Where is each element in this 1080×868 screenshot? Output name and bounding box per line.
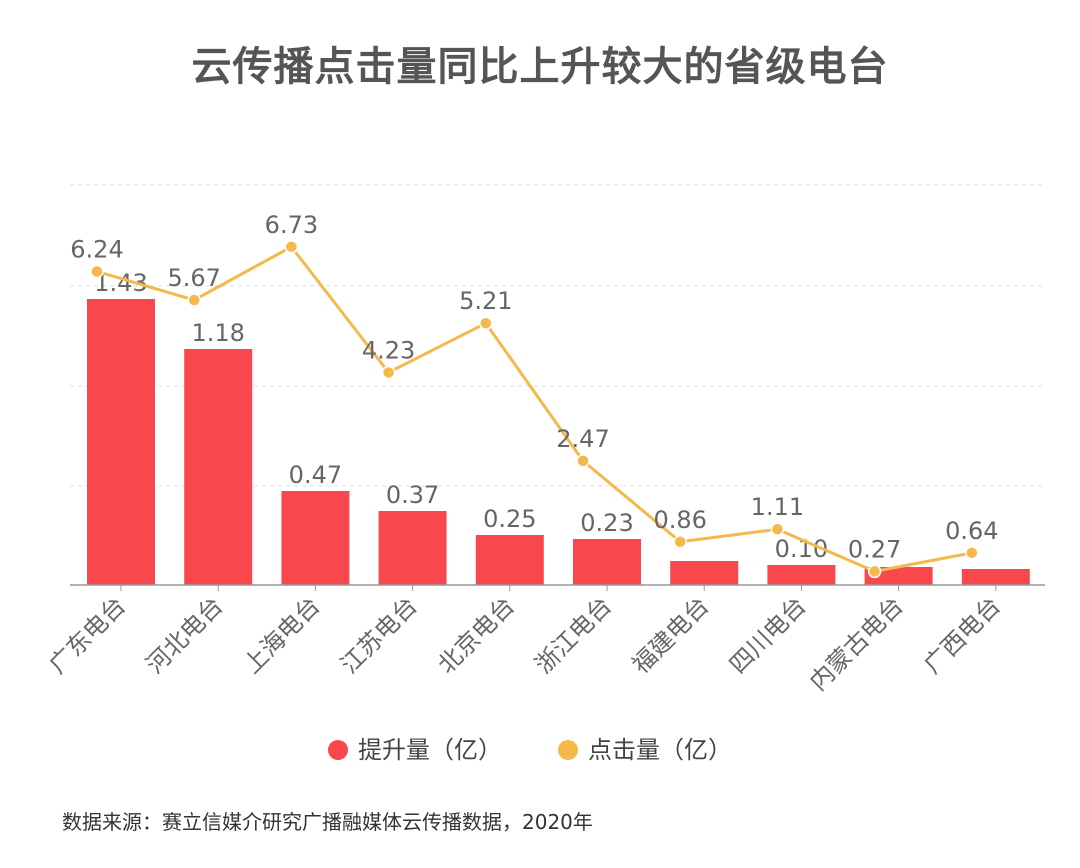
bar-0 bbox=[87, 299, 155, 585]
bar-2 bbox=[281, 491, 350, 585]
category-label-7: 四川电台 bbox=[724, 591, 812, 679]
chart-title: 云传播点击量同比上升较大的省级电台 bbox=[191, 44, 889, 90]
line-label-7: 1.11 bbox=[751, 493, 804, 521]
legend-label-bar: 提升量（亿） bbox=[358, 736, 502, 764]
line-point-4 bbox=[479, 316, 493, 330]
legend-marker-line bbox=[558, 740, 578, 760]
line-point-9 bbox=[965, 546, 979, 560]
category-label-9: 广西电台 bbox=[918, 591, 1006, 679]
category-label-4: 北京电台 bbox=[432, 591, 520, 679]
category-label-6: 福建电台 bbox=[627, 591, 715, 679]
category-label-8: 内蒙古电台 bbox=[804, 591, 909, 696]
bar-1 bbox=[184, 349, 253, 585]
bar-label-1: 1.18 bbox=[191, 319, 244, 347]
line-label-1: 5.67 bbox=[167, 264, 220, 292]
category-label-1: 河北电台 bbox=[141, 591, 229, 679]
bar-9 bbox=[961, 569, 1030, 585]
bar-7 bbox=[767, 565, 836, 585]
line-point-1 bbox=[187, 293, 201, 307]
data-source-note: 数据来源：赛立信媒介研究广播融媒体云传播数据，2020年 bbox=[62, 810, 593, 834]
bar-label-4: 0.25 bbox=[483, 505, 536, 533]
bar-label-2: 0.47 bbox=[289, 461, 342, 489]
bar-5 bbox=[573, 539, 641, 585]
legend-label-line: 点击量（亿） bbox=[588, 736, 732, 764]
line-point-3 bbox=[381, 365, 396, 380]
line-point-0 bbox=[90, 264, 104, 279]
line-series bbox=[96, 245, 973, 573]
category-label-3: 江苏电台 bbox=[335, 591, 423, 679]
bar-3 bbox=[378, 511, 447, 585]
category-label-2: 上海电台 bbox=[238, 591, 326, 679]
line-label-2: 6.73 bbox=[265, 211, 318, 239]
category-label-5: 浙江电台 bbox=[530, 591, 618, 679]
line-label-5: 2.47 bbox=[556, 425, 609, 453]
line-point-8 bbox=[867, 564, 882, 579]
line-point-6 bbox=[673, 535, 687, 549]
line-label-0: 6.24 bbox=[70, 235, 123, 263]
bar-label-5: 0.23 bbox=[580, 509, 633, 537]
bar-label-3: 0.37 bbox=[386, 481, 439, 509]
line-label-8: 0.27 bbox=[848, 535, 901, 563]
bar-4 bbox=[475, 535, 544, 585]
line-point-7 bbox=[770, 522, 785, 536]
line-point-2 bbox=[284, 240, 299, 254]
category-label-0: 广东电台 bbox=[44, 591, 132, 679]
line-label-6: 0.86 bbox=[653, 506, 706, 534]
line-label-3: 4.23 bbox=[362, 336, 415, 364]
bar-6 bbox=[670, 561, 739, 585]
line-point-5 bbox=[576, 454, 590, 468]
line-label-9: 0.64 bbox=[945, 517, 998, 545]
legend-marker-bar bbox=[328, 740, 348, 760]
line-label-4: 5.21 bbox=[459, 287, 512, 315]
